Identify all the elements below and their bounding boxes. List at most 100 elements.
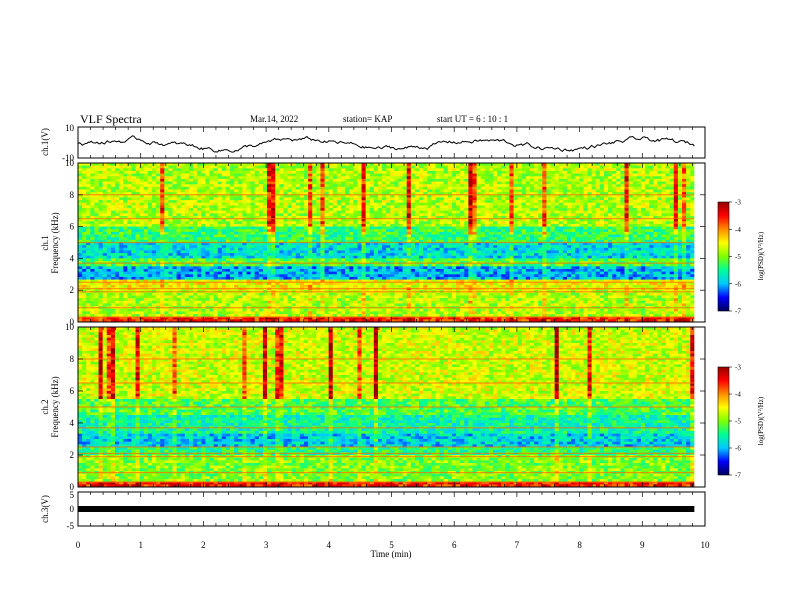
- spectrogram-cell: [427, 171, 432, 174]
- spectrogram-cell: [522, 190, 527, 193]
- spectrogram-cell: [575, 184, 580, 187]
- spectrogram-cell: [394, 182, 399, 185]
- spectrogram-cell: [111, 168, 116, 171]
- spectrogram-cell: [329, 179, 334, 182]
- spectrogram-cell: [218, 182, 223, 185]
- spectrogram-cell: [325, 171, 330, 174]
- spectrogram-cell: [620, 200, 625, 203]
- spectrogram-cell: [546, 179, 551, 182]
- spectrogram-cell: [164, 190, 169, 193]
- spectrogram-cell: [214, 190, 219, 193]
- spectrogram-cell: [173, 168, 178, 171]
- spectrogram-cell: [661, 190, 666, 193]
- spectrogram-cell: [427, 176, 432, 179]
- spectrogram-cell: [193, 174, 198, 177]
- spectrogram-cell: [357, 203, 362, 206]
- spectrogram-cell: [522, 182, 527, 185]
- spectrogram-cell: [242, 166, 247, 169]
- spectrogram-cell: [366, 179, 371, 182]
- spectrogram-cell: [82, 184, 87, 187]
- spectrogram-cell: [238, 203, 243, 206]
- spectrogram-cell: [431, 197, 436, 200]
- spectrogram-cell: [583, 200, 588, 203]
- spectrogram-cell: [579, 171, 584, 174]
- spectrogram-cell: [127, 176, 132, 179]
- spectrogram-cell: [678, 174, 683, 177]
- spectrogram-cell: [374, 200, 379, 203]
- spectrogram-cell: [242, 200, 247, 203]
- spectrogram-cell: [99, 176, 104, 179]
- spectrogram-cell: [489, 182, 494, 185]
- spectrogram-cell: [509, 179, 514, 182]
- spectrogram-cell: [156, 187, 161, 190]
- spectrogram-cell: [423, 203, 428, 206]
- spectrogram-cell: [316, 166, 321, 169]
- spectrogram-cell: [530, 176, 535, 179]
- spectrogram-cell: [296, 200, 301, 203]
- spectrogram-cell: [214, 205, 219, 208]
- spectrogram-cell: [390, 197, 395, 200]
- spectrogram-cell: [624, 179, 629, 182]
- spectrogram-cell: [99, 171, 104, 174]
- spectrogram-cell: [661, 168, 666, 171]
- spectrogram-cell: [394, 203, 399, 206]
- spectrogram-cell: [82, 205, 87, 208]
- spectrogram-cell: [674, 176, 679, 179]
- spectrogram-cell: [230, 200, 235, 203]
- spectrogram-cell: [123, 171, 128, 174]
- spectrogram-cell: [205, 190, 210, 193]
- spectrogram-cell: [263, 166, 268, 169]
- spectrogram-cell: [452, 168, 457, 171]
- spectrogram-cell: [263, 200, 268, 203]
- spectrogram-cell: [214, 166, 219, 169]
- spectrogram-cell: [226, 197, 231, 200]
- spectrogram-cell: [275, 179, 280, 182]
- spectrogram-cell: [456, 179, 461, 182]
- spectrogram-cell: [374, 168, 379, 171]
- spectrogram-cell: [546, 200, 551, 203]
- spectrogram-cell: [678, 182, 683, 185]
- spectrogram-cell: [435, 174, 440, 177]
- spectrogram-cell: [538, 184, 543, 187]
- spectrogram-cell: [230, 171, 235, 174]
- spectrogram-cell: [82, 187, 87, 190]
- spectrogram-cell: [173, 182, 178, 185]
- spectrogram-cell: [415, 168, 420, 171]
- spectrogram-cell: [144, 197, 149, 200]
- spectrogram-cell: [485, 184, 490, 187]
- spectrogram-cell: [197, 179, 202, 182]
- spectrogram-cell: [136, 187, 141, 190]
- spectrogram-cell: [411, 182, 416, 185]
- spectrogram-cell: [218, 200, 223, 203]
- spectrogram-cell: [592, 166, 597, 169]
- spectrogram-cell: [275, 197, 280, 200]
- spectrogram-cell: [448, 176, 453, 179]
- spectrogram-cell: [448, 197, 453, 200]
- spectrogram-cell: [251, 184, 256, 187]
- spectrogram-cell: [509, 203, 514, 206]
- spectrogram-cell: [349, 187, 354, 190]
- spectrogram-cell: [337, 166, 342, 169]
- spectrogram-cell: [596, 176, 601, 179]
- spectrogram-cell: [407, 182, 412, 185]
- spectrogram-cell: [275, 184, 280, 187]
- spectrogram-cell: [403, 190, 408, 193]
- spectrogram-cell: [275, 168, 280, 171]
- spectrogram-cell: [579, 197, 584, 200]
- spectrogram-cell: [140, 205, 145, 208]
- spectrogram-cell: [567, 184, 572, 187]
- spectrogram-cell: [366, 190, 371, 193]
- spectrogram-cell: [674, 187, 679, 190]
- spectrogram-cell: [674, 205, 679, 208]
- spectrogram-cell: [218, 176, 223, 179]
- spectrogram-cell: [177, 166, 182, 169]
- spectrogram-cell: [378, 166, 383, 169]
- spectrogram-cell: [136, 171, 141, 174]
- spectrogram-cell: [460, 166, 465, 169]
- spectrogram-cell: [131, 174, 136, 177]
- spectrogram-cell: [300, 168, 305, 171]
- spectrogram-cell: [201, 174, 206, 177]
- spectrogram-cell: [690, 176, 695, 179]
- spectrogram-cell: [497, 168, 502, 171]
- spectrogram-cell: [362, 182, 367, 185]
